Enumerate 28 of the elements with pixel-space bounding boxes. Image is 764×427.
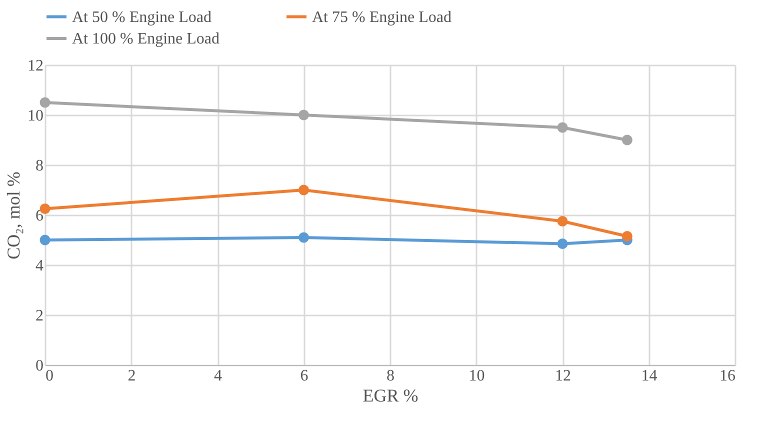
x-tick-label: 16 xyxy=(720,368,736,384)
point xyxy=(622,231,632,242)
x-tick-label: 12 xyxy=(555,368,571,384)
point xyxy=(40,234,50,246)
x-axis-title: EGR % xyxy=(362,386,418,406)
x-tick-label: 2 xyxy=(128,368,136,384)
x-tick-label: 14 xyxy=(641,368,658,384)
point xyxy=(557,238,568,249)
point xyxy=(622,134,632,146)
legend-label: At 50 % Engine Load xyxy=(72,8,212,26)
point xyxy=(298,232,309,243)
legend-label: At 75 % Engine Load xyxy=(312,8,452,26)
point xyxy=(557,122,568,133)
point xyxy=(40,97,50,108)
x-tick-label: 4 xyxy=(214,368,222,384)
y-tick-label: 4 xyxy=(36,258,44,274)
point xyxy=(298,184,309,196)
x-tick-label: 8 xyxy=(386,368,394,384)
legend-label: At 100 % Engine Load xyxy=(72,30,220,48)
y-tick-label: 12 xyxy=(28,58,44,74)
x-tick-label: 10 xyxy=(468,368,485,384)
point xyxy=(557,216,568,226)
y-tick-label: 8 xyxy=(36,158,44,174)
y-tick-label: 2 xyxy=(36,308,44,324)
y-tick-label: 10 xyxy=(28,108,44,124)
x-tick-label: 6 xyxy=(300,368,308,384)
y-axis-title: CO₂, mol % xyxy=(4,172,24,260)
point xyxy=(298,110,309,120)
